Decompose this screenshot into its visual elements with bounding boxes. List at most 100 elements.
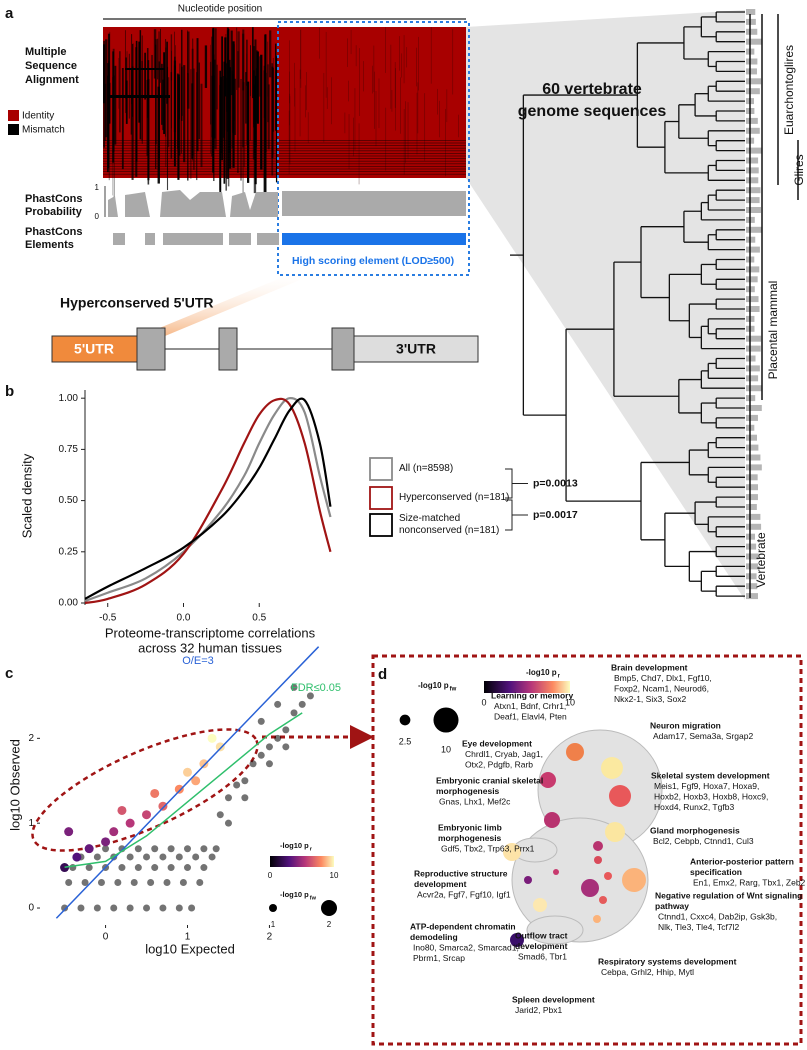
mismatch: [254, 39, 257, 131]
species-icon: [746, 117, 758, 124]
species-icon: [746, 543, 757, 550]
legend-title: -log10 p: [280, 841, 309, 850]
mismatch: [162, 79, 164, 131]
mismatch: [187, 30, 189, 75]
species-icon: [746, 494, 758, 501]
gene-point: [208, 853, 216, 861]
term-bubble: [605, 822, 625, 842]
mismatch: [226, 27, 229, 78]
gene-point: [102, 845, 110, 853]
mismatch: [126, 51, 128, 96]
mismatch: [151, 54, 153, 96]
mismatch: [121, 67, 124, 170]
term-bubble: [524, 876, 532, 884]
term-genes: Bcl2, Cebpb, Ctnnd1, Cul3: [653, 836, 754, 846]
term-genes: Adam17, Sema3a, Srgap2: [653, 731, 753, 741]
gene-point: [200, 864, 208, 872]
species-icon: [746, 335, 762, 342]
gene-point: [241, 777, 249, 785]
enriched-point: [60, 863, 70, 873]
mismatch: [193, 68, 195, 170]
legend-label: Size-matched nonconserved (n=181): [399, 513, 500, 536]
gene-point: [65, 878, 73, 886]
enriched-point: [174, 784, 184, 794]
mismatch: [103, 158, 466, 159]
mismatch: [141, 35, 143, 144]
term-title: Anterior-posterior pattern: [690, 856, 794, 866]
species-icon: [746, 207, 761, 213]
clade-label: Euarchontoglires: [782, 45, 796, 135]
gene-point: [134, 864, 142, 872]
term-genes: Gnas, Lhx1, Mef2c: [439, 796, 511, 806]
element: [163, 233, 223, 245]
species-icon: [746, 147, 762, 154]
mismatch: [139, 30, 142, 140]
mismatch: [110, 95, 170, 98]
line-label: O/E=3: [182, 655, 214, 667]
mismatch: [247, 81, 250, 183]
mismatch: [289, 40, 290, 104]
mismatch: [452, 29, 454, 95]
mismatch: [226, 77, 229, 179]
mismatch: [214, 28, 217, 150]
species-icon: [746, 484, 758, 491]
tick-label: 2: [327, 920, 332, 929]
species-icon: [746, 167, 759, 174]
mismatch: [103, 168, 466, 170]
prob-area: [282, 191, 466, 216]
colorbar: [484, 681, 570, 693]
term-title: development: [515, 941, 568, 951]
gene-point: [274, 700, 282, 708]
embryo-limb: [526, 915, 584, 945]
enriched-point: [72, 852, 82, 862]
mismatch: [158, 61, 160, 159]
enriched-point: [84, 844, 94, 854]
term-title: pathway: [655, 901, 689, 911]
term-bubble: [622, 868, 646, 892]
gene-point: [282, 743, 290, 751]
mismatch: [275, 43, 277, 131]
term-title: Brain development: [611, 662, 688, 672]
mismatch: [153, 29, 157, 79]
mismatch: [103, 166, 466, 167]
tick-label: 10: [565, 697, 575, 707]
mismatch: [405, 101, 406, 163]
mismatch: [246, 53, 248, 146]
mismatch: [103, 142, 466, 144]
gene-point: [184, 864, 191, 872]
projection-shade: [466, 10, 745, 600]
species-icon: [746, 306, 760, 312]
legend-subscript: r: [310, 846, 313, 852]
gene-point: [167, 845, 175, 853]
term-genes: Hoxd4, Runx2, Tgfb3: [654, 802, 734, 812]
colorbar: [270, 856, 334, 867]
mismatch: [264, 34, 267, 94]
term-title: Embryonic limb: [438, 822, 502, 832]
species-icon: [746, 9, 756, 15]
mismatch: [348, 114, 350, 170]
mismatch: [114, 65, 117, 145]
gene-point: [265, 760, 273, 768]
gene-point: [257, 751, 265, 759]
gene-point: [175, 904, 183, 912]
species-icon: [746, 58, 758, 65]
gene-point: [274, 734, 282, 742]
gene-point: [282, 726, 290, 734]
exon: [136, 327, 166, 371]
term-bubble: [609, 785, 631, 807]
mismatch: [306, 72, 307, 111]
mismatch: [300, 30, 301, 79]
mismatch: [227, 65, 230, 187]
term-genes: Nkx2-1, Six3, Sox2: [614, 694, 687, 704]
mismatch: [294, 88, 296, 152]
species-icon: [746, 365, 760, 372]
species-icon: [746, 385, 762, 392]
mismatch: [105, 39, 108, 138]
species-icon: [746, 563, 759, 570]
term-title: ATP-dependent chromatin: [410, 921, 516, 931]
clade-label: Placental mammal: [766, 281, 780, 380]
species-icon: [746, 296, 759, 303]
mismatch: [252, 27, 254, 99]
reference-line: [64, 712, 303, 869]
